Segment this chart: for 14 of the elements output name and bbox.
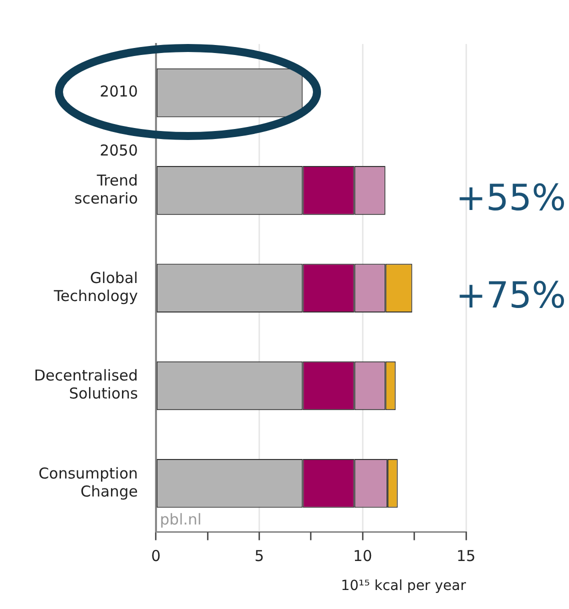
y-tick-label: Trend scenario [74, 171, 138, 208]
x-tick-label: 10 [353, 547, 372, 566]
annotation: pbl.nl [160, 510, 202, 529]
x-tick-label: 0 [151, 547, 161, 566]
text: 2050 [100, 141, 138, 160]
x-axis-title: 10¹⁵ kcal per year [340, 578, 466, 594]
annotation: +55% [456, 178, 566, 219]
y-tick-label: Consumption Change [38, 464, 138, 500]
x-tick-label: 5 [254, 547, 264, 566]
y-tick-label: Global Technology [52, 268, 138, 305]
x-tick-label: 15 [456, 547, 476, 566]
annotation: +75% [456, 275, 566, 316]
y-tick-label: 2010 [100, 82, 138, 101]
y-tick-label: Decentralised Solutions [34, 366, 138, 403]
